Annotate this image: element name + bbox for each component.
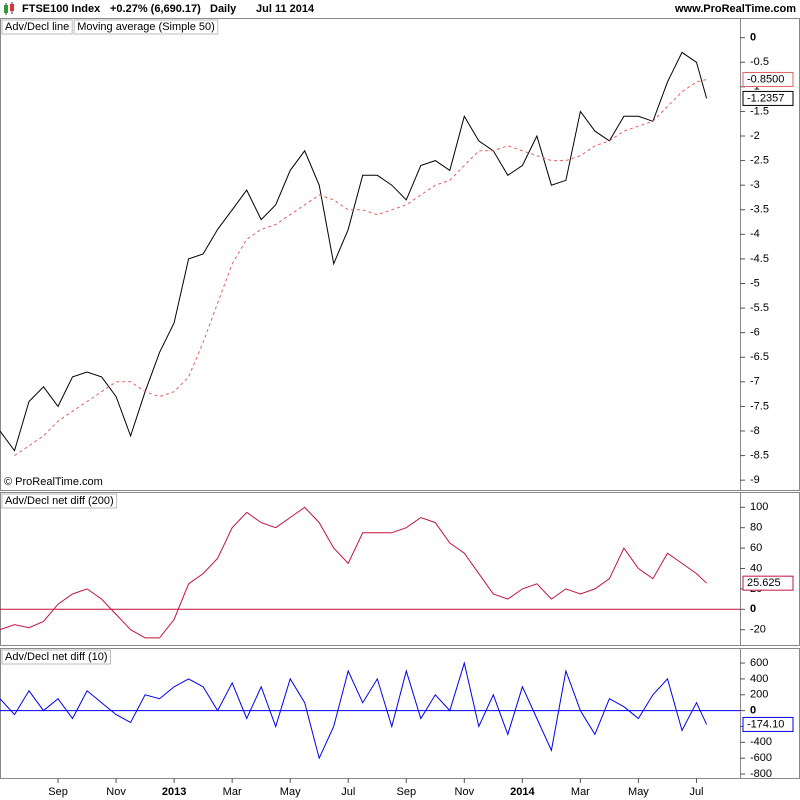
x-tick-label: May (628, 786, 649, 798)
legend-label: Adv/Decl net diff (10) (5, 651, 108, 663)
y-tick-label: 0 (750, 603, 756, 615)
x-tick-label: May (280, 786, 301, 798)
value-tag (742, 71, 794, 87)
value-tag (742, 716, 794, 732)
x-tick-label: Sep (396, 786, 416, 798)
legend-box (73, 19, 219, 35)
series-line (0, 506, 707, 639)
series-line (0, 661, 708, 760)
x-tick-label: Jul (341, 786, 355, 798)
legend-label: Adv/Decl line (5, 21, 69, 33)
y-tick-label: -2 (750, 130, 760, 142)
x-tick-label: Mar (223, 786, 242, 798)
y-tick-label: -1.5 (750, 105, 769, 117)
value-tag-label: 25.625 (747, 577, 781, 589)
legend-label: Adv/Decl net diff (200) (5, 495, 114, 507)
value-tag-label: -0.8500 (747, 73, 784, 85)
series-line (14, 79, 707, 457)
value-tag (742, 90, 794, 106)
y-tick-label: 0 (750, 705, 756, 717)
y-tick-label: -5.5 (750, 302, 769, 314)
y-tick-label: -600 (750, 752, 772, 764)
x-tick-label: Nov (106, 786, 126, 798)
candle-icon (10, 4, 14, 11)
y-tick-label: 60 (750, 542, 762, 554)
value-tag-label: -1.2357 (747, 92, 784, 104)
y-tick-label: -0.5 (750, 56, 769, 68)
x-tick-label: 2013 (162, 786, 186, 798)
y-tick-label: -6 (750, 327, 760, 339)
y-tick-label: -8.5 (750, 449, 769, 461)
y-tick-label: -8 (750, 425, 760, 437)
y-tick-label: 200 (750, 689, 768, 701)
x-tick-label: Jul (689, 786, 703, 798)
header: FTSE100 Index +0.27% (6,690.17) Daily Ju… (4, 2, 796, 15)
y-tick-label: -400 (750, 736, 772, 748)
legend-label: Moving average (Simple 50) (77, 21, 215, 33)
period: Daily (210, 3, 237, 15)
watermark: © ProRealTime.com (4, 476, 103, 488)
y-tick-label: -800 (750, 768, 772, 780)
legend-box (1, 493, 118, 509)
legend-box (1, 19, 73, 35)
instrument: FTSE100 Index (22, 3, 101, 15)
x-tick-label: Sep (48, 786, 68, 798)
y-tick-label: -6.5 (750, 351, 769, 363)
date: Jul 11 2014 (256, 3, 315, 15)
y-tick-label: -5 (750, 277, 760, 289)
y-tick-label: 80 (750, 522, 762, 534)
y-tick-label: -3 (750, 179, 760, 191)
y-tick-label: -7.5 (750, 400, 769, 412)
x-tick-label: Mar (571, 786, 590, 798)
y-tick-label: -7 (750, 376, 760, 388)
x-tick-label: 2014 (510, 786, 535, 798)
y-tick-label: -9 (750, 474, 760, 486)
y-tick-label: 400 (750, 673, 768, 685)
y-tick-label: 100 (750, 501, 768, 513)
site: www.ProRealTime.com (674, 3, 796, 15)
candle-icon (4, 5, 8, 13)
y-tick-label: -3.5 (750, 204, 769, 216)
value-tag (742, 575, 794, 591)
change: +0.27% (6,690.17) (110, 3, 201, 15)
y-tick-label: 600 (750, 657, 768, 669)
y-tick-label: -4 (750, 228, 760, 240)
y-tick-label: 40 (750, 562, 762, 574)
y-tick-label: -2.5 (750, 154, 769, 166)
y-tick-label: -20 (750, 624, 766, 636)
legend-box (1, 649, 112, 665)
series-line (0, 51, 708, 452)
x-tick-label: Nov (455, 786, 475, 798)
y-tick-label: -4.5 (750, 253, 769, 265)
y-tick-label: 0 (750, 32, 756, 44)
value-tag-label: -174.10 (747, 718, 784, 730)
